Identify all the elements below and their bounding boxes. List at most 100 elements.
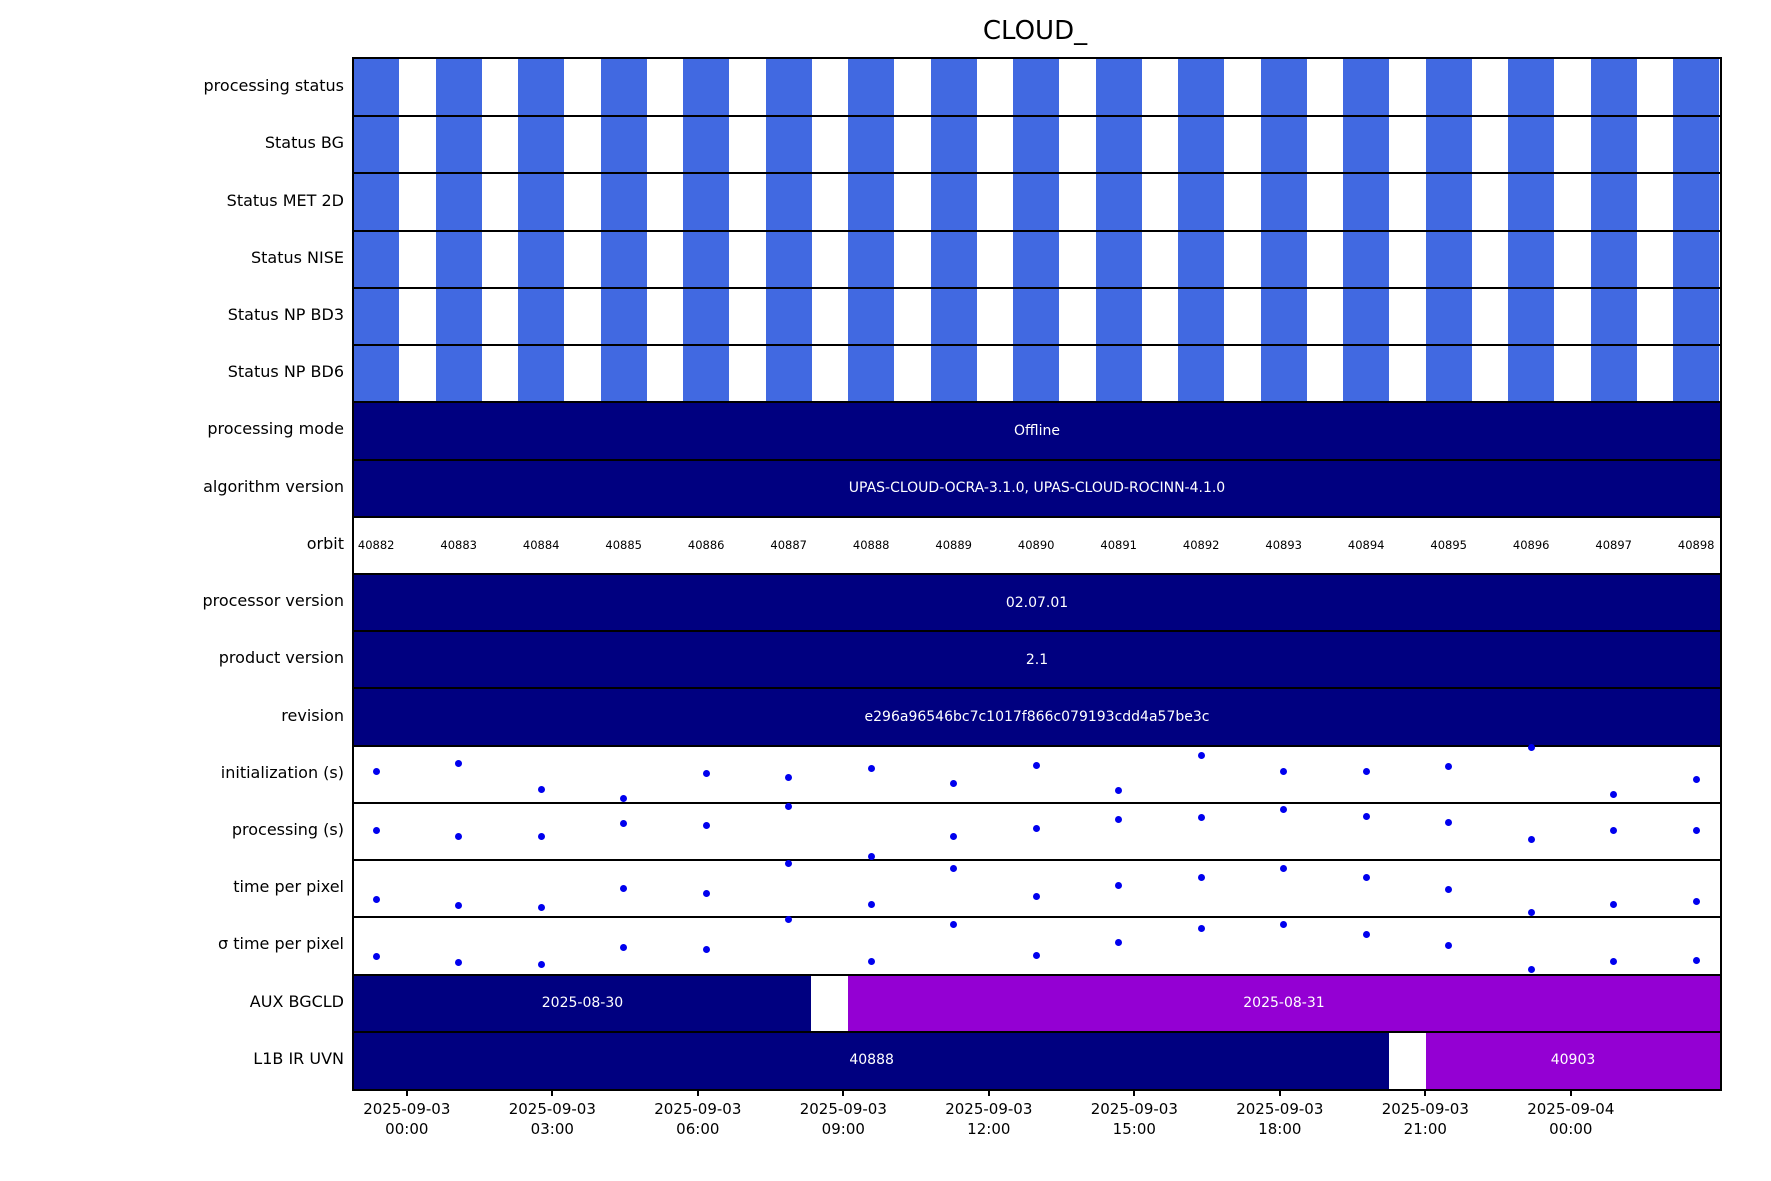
bar-segment-label: 40888 [849, 1052, 894, 1069]
orbit-stripe [683, 59, 730, 117]
x-tick-label: 2025-09-03 03:00 [472, 1099, 632, 1139]
scatter-dot [785, 773, 793, 781]
orbit-number: 40895 [1430, 538, 1467, 553]
orbit-stripe [1178, 59, 1225, 117]
orbit-stripe [1343, 230, 1390, 288]
scatter-dot [1032, 762, 1040, 770]
scatter-dot [1610, 900, 1618, 908]
chart-title: CLOUD_ [982, 16, 1088, 46]
orbit-number: 40893 [1265, 538, 1302, 553]
row-label-revision: revision [281, 705, 344, 725]
orbit-number: 40884 [522, 538, 560, 553]
row-separator [354, 801, 1720, 804]
row-separator [354, 916, 1720, 919]
orbit-number: 40890 [1017, 538, 1055, 553]
scatter-dot [950, 833, 958, 841]
orbit-number: 40892 [1182, 538, 1220, 553]
orbit-stripe [600, 230, 647, 288]
orbit-stripe [518, 59, 565, 117]
scatter-dot [1032, 825, 1040, 833]
orbit-stripe [848, 116, 895, 174]
x-tick-label: 2025-09-03 09:00 [763, 1099, 923, 1139]
x-tick-label: 2025-09-03 18:00 [1200, 1099, 1360, 1139]
x-tick-mark [987, 1089, 990, 1096]
orbit-stripe [1590, 345, 1637, 403]
bar-segment: 02.07.01 [354, 574, 1720, 632]
scatter-dot [1280, 806, 1288, 814]
orbit-stripe [1260, 173, 1307, 231]
scatter-dot [1362, 812, 1370, 820]
orbit-stripe [600, 287, 647, 346]
row-label-time-per-pixel: time per pixel [233, 877, 344, 897]
orbit-stripe [765, 287, 812, 346]
scatter-dot [1692, 898, 1700, 906]
orbit-stripe [1508, 230, 1555, 288]
scatter-dot [372, 953, 380, 961]
scatter-dot [867, 853, 875, 861]
row-separator [354, 744, 1720, 747]
orbit-stripe [930, 59, 977, 117]
orbit-stripe [600, 345, 647, 403]
row-stripes [354, 116, 1720, 174]
orbit-stripe [1095, 345, 1142, 403]
orbit-stripe [848, 59, 895, 117]
row-bar: UPAS-CLOUD-OCRA-3.1.0, UPAS-CLOUD-ROCINN… [354, 459, 1720, 517]
orbit-stripe [765, 173, 812, 231]
orbit-stripe [1343, 116, 1390, 174]
x-tick-mark [1278, 1089, 1281, 1096]
scatter-dot [1445, 819, 1453, 827]
orbit-number: 40883 [440, 538, 477, 553]
orbit-stripe [435, 287, 482, 346]
orbit-stripe [600, 173, 647, 231]
orbit-stripe [1508, 287, 1555, 346]
scatter-dot [1197, 813, 1205, 821]
plot-area: Offline UPAS-CLOUD-OCRA-3.1.0, UPAS-CLOUD… [352, 57, 1722, 1091]
row-bar: e296a96546bc7c1017f866c079193cdd4a57be3c [354, 688, 1720, 746]
orbit-stripe [683, 345, 730, 403]
x-tick-time: 06:00 [676, 1120, 720, 1138]
scatter-dot [1527, 909, 1535, 917]
scatter-dot [537, 786, 545, 794]
row-separator [354, 286, 1720, 289]
x-tick-mark [1569, 1089, 1572, 1096]
scatter-dot [372, 767, 380, 775]
scatter-dot [620, 943, 628, 951]
scatter-dot [1115, 939, 1123, 946]
scatter-dot [1280, 920, 1288, 928]
x-tick-date: 2025-09-03 [799, 1100, 887, 1118]
row-bar: 2.1 [354, 631, 1720, 689]
orbit-stripe [1260, 230, 1307, 288]
row-label-initialization-s-: initialization (s) [220, 762, 344, 782]
row-scatter [354, 860, 1720, 917]
orbit-stripe [1590, 287, 1637, 346]
scatter-dot [1197, 874, 1205, 882]
orbit-stripe [1343, 59, 1390, 117]
row-separator [354, 630, 1720, 633]
orbit-stripe [1260, 116, 1307, 174]
scatter-dot [1610, 790, 1618, 798]
scatter-dot [620, 885, 628, 893]
orbit-stripe [354, 116, 400, 174]
scatter-dot [1362, 874, 1370, 882]
scatter-dot [950, 920, 958, 928]
orbit-stripe [683, 173, 730, 231]
scatter-dot [1527, 744, 1535, 752]
row-label-product-version: product version [218, 648, 344, 668]
row-label-processing-status: processing status [203, 76, 344, 96]
scatter-dot [372, 895, 380, 903]
scatter-dot [785, 860, 793, 868]
orbit-stripe [1425, 116, 1472, 174]
row-label-processing-s-: processing (s) [231, 819, 344, 839]
orbit-stripe [1425, 287, 1472, 346]
scatter-dot [950, 780, 958, 788]
orbit-stripe [354, 345, 400, 403]
orbit-stripe [765, 345, 812, 403]
x-tick-mark [551, 1089, 554, 1096]
row-separator [354, 401, 1720, 404]
row-bar: Offline [354, 402, 1720, 460]
scatter-dot [1280, 767, 1288, 775]
orbit-stripe [1673, 230, 1720, 288]
orbit-stripe [683, 287, 730, 346]
row-label-status-bg: Status BG [264, 133, 344, 153]
